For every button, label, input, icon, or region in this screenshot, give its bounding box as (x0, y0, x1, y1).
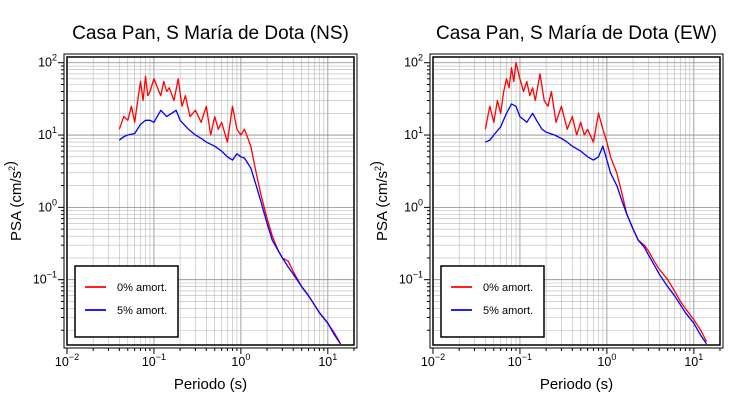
y-tick-label: 101 (38, 125, 57, 142)
x-axis-label: Periodo (s) (174, 376, 247, 393)
legend-label-1: 0% amort. (483, 282, 533, 294)
y-tick-label: 100 (38, 197, 57, 214)
x-tick-label: 101 (318, 352, 337, 369)
x-tick-label: 10−1 (508, 352, 532, 369)
plot-frame (66, 56, 355, 346)
plot-frame (432, 56, 721, 346)
legend-label-2: 5% amort. (483, 305, 533, 317)
series-line-2 (118, 109, 342, 345)
legend-box (440, 265, 545, 338)
legend-label-2: 5% amort. (117, 305, 167, 317)
y-axis-label: PSA (cm/s2) (2, 161, 25, 241)
x-tick-label: 101 (684, 352, 703, 369)
legend-label-1: 0% amort. (117, 282, 167, 294)
chart-title: Casa Pan, S María de Dota (EW) (436, 23, 717, 44)
chart-title: Casa Pan, S María de Dota (NS) (72, 23, 349, 44)
plot-frame-outer (429, 53, 724, 349)
series-line-1 (484, 62, 708, 342)
y-tick-label: 10−1 (399, 270, 423, 287)
chart-panel-2: 10−2 10−1 100 101 10−1 100 101 102 Casa Pan, S M… (368, 23, 724, 393)
x-tick-label: 100 (597, 352, 616, 369)
y-tick-label: 101 (404, 125, 423, 142)
x-tick-label: 100 (231, 352, 250, 369)
y-axis-label: PSA (cm/s2) (368, 161, 391, 241)
chart-panel-1: 10−2 10−1 100 101 10−1 100 101 102 Casa Pan, S M… (2, 23, 358, 393)
y-tick-label: 102 (404, 53, 423, 70)
plot-frame-outer (63, 53, 358, 349)
y-tick-label: 100 (404, 197, 423, 214)
y-tick-label: 102 (38, 53, 57, 70)
series-line-2 (485, 103, 708, 345)
grid-lines (66, 57, 355, 345)
x-tick-label: 10−2 (55, 352, 79, 369)
legend: 0% amort. 5% amort. (74, 265, 179, 338)
legend-box (74, 265, 179, 338)
x-axis-label: Periodo (s) (540, 376, 613, 393)
legend: 0% amort. 5% amort. (440, 265, 545, 338)
y-tick-label: 10−1 (33, 270, 57, 287)
series-line-1 (118, 75, 342, 345)
x-tick-label: 10−1 (142, 352, 166, 369)
x-tick-label: 10−2 (421, 352, 445, 369)
